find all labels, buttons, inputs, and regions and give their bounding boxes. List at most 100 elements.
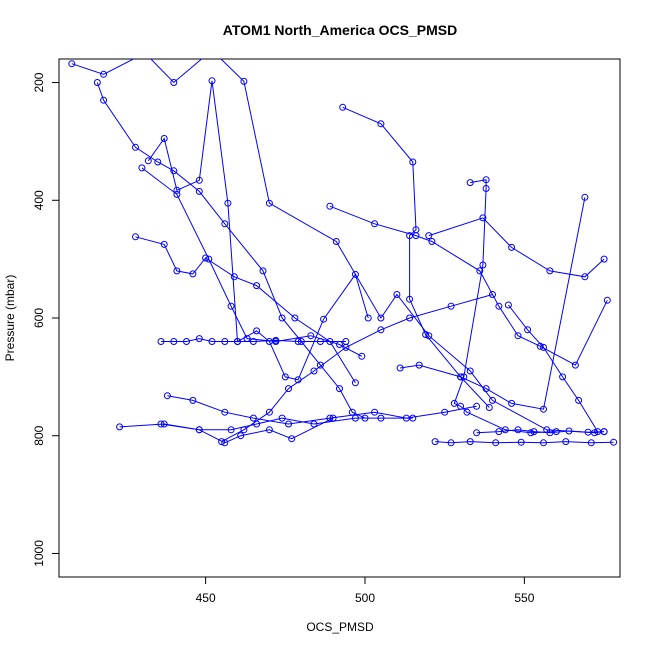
data-point — [425, 232, 433, 240]
data-point — [227, 302, 235, 310]
y-tick-label: 1000 — [32, 540, 46, 567]
data-point — [610, 438, 618, 446]
data-point — [364, 314, 372, 322]
data-point — [495, 428, 503, 436]
series-line — [400, 197, 586, 410]
data-point — [227, 426, 235, 434]
data-point — [412, 232, 420, 240]
data-point — [173, 186, 181, 194]
data-point — [272, 336, 280, 344]
data-point — [342, 343, 350, 351]
data-point — [189, 270, 197, 278]
data-point — [132, 233, 139, 241]
series-line — [508, 304, 599, 432]
data-point — [600, 255, 608, 263]
data-point — [132, 143, 139, 151]
series-layer — [68, 47, 618, 447]
data-point — [489, 291, 496, 298]
data-point — [170, 79, 178, 86]
data-point — [450, 399, 458, 407]
data-point — [482, 385, 490, 393]
data-point — [259, 267, 267, 275]
data-point — [540, 343, 547, 351]
series-line — [71, 59, 605, 434]
data-point — [473, 402, 481, 410]
data-point — [371, 220, 379, 228]
data-point — [594, 428, 602, 436]
data-point — [482, 176, 490, 184]
data-point — [230, 273, 238, 281]
y-axis: 200 400 600 800 1000 — [32, 72, 59, 567]
data-point — [377, 314, 385, 322]
data-point — [485, 404, 493, 411]
data-point — [489, 396, 496, 404]
data-point — [281, 373, 289, 381]
series-line — [161, 338, 346, 342]
y-tick-label: 800 — [32, 425, 46, 445]
data-point — [288, 435, 296, 443]
data-point — [195, 176, 203, 184]
data-point — [473, 429, 481, 437]
data-point — [138, 164, 146, 172]
data-point — [205, 255, 213, 263]
series-line — [147, 80, 369, 381]
data-point — [285, 420, 292, 428]
data-point — [218, 438, 226, 446]
data-point — [495, 302, 503, 310]
data-point — [173, 267, 181, 275]
x-tick-label: 500 — [355, 591, 375, 605]
data-point — [527, 429, 535, 437]
data-point — [294, 338, 302, 345]
data-point — [466, 438, 474, 446]
data-point — [265, 426, 273, 434]
data-point — [393, 291, 401, 298]
x-axis: 450 500 550 — [196, 577, 535, 605]
series-line — [160, 417, 334, 444]
data-point — [351, 414, 359, 422]
y-axis-label: Pressure (mbar) — [3, 275, 17, 362]
data-point — [571, 361, 579, 369]
data-point — [278, 314, 286, 322]
y-tick-label: 600 — [32, 308, 46, 328]
data-point — [170, 167, 178, 175]
data-point — [540, 439, 547, 447]
data-point — [508, 399, 516, 407]
data-point — [100, 70, 108, 78]
data-point — [316, 361, 324, 369]
data-point — [466, 367, 474, 375]
data-point — [546, 267, 554, 275]
data-point — [565, 427, 573, 435]
data-point — [479, 214, 487, 222]
data-point — [546, 429, 554, 437]
data-point — [68, 60, 76, 68]
data-point — [278, 414, 286, 422]
data-point — [514, 332, 522, 340]
series-line — [342, 106, 490, 408]
series-line — [135, 236, 356, 384]
data-point — [209, 47, 215, 53]
data-point — [377, 326, 385, 334]
data-point — [514, 426, 522, 434]
data-point — [160, 135, 168, 142]
data-point — [291, 314, 299, 322]
data-point — [428, 238, 436, 245]
data-point — [584, 428, 592, 436]
data-point — [234, 338, 241, 345]
x-tick-label: 450 — [196, 591, 216, 605]
series-line — [329, 205, 608, 366]
data-point — [221, 220, 229, 228]
data-point — [358, 352, 366, 360]
data-point — [249, 414, 257, 422]
data-point — [409, 158, 417, 166]
data-point — [170, 338, 178, 345]
data-point — [351, 270, 359, 278]
series-line — [96, 82, 366, 419]
data-point — [221, 338, 229, 345]
data-point — [447, 302, 455, 310]
data-point — [195, 426, 203, 434]
data-point — [540, 405, 547, 413]
series-line — [435, 441, 614, 444]
data-point — [173, 190, 181, 198]
data-point — [603, 296, 611, 304]
data-point — [326, 202, 334, 210]
